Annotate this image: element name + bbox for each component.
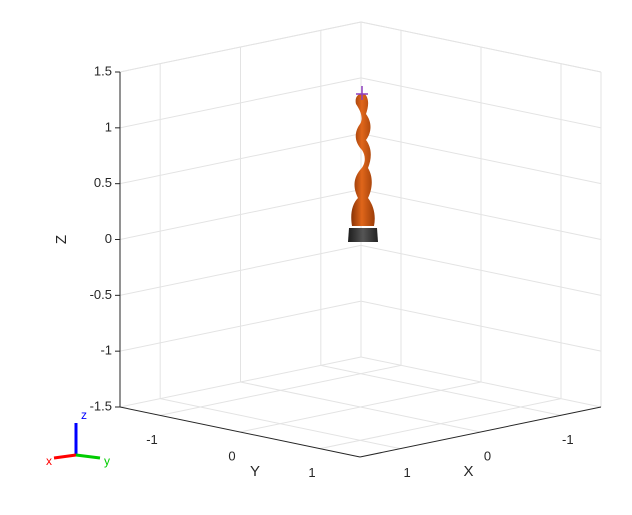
grid-line [360,21,602,73]
grid: -1.5 -1 -0.5 0 0.5 1 1.5 -1 0 1 -1 0 1 Y X Z [53,21,602,480]
triad-y [75,453,101,460]
triad-y-label: y [104,454,110,468]
triad-z-label: z [81,408,87,422]
x-tick-label: -1 [562,432,574,447]
robot-base [348,228,378,242]
x-tick-label: 1 [404,465,411,480]
y-tick-label: 1 [308,465,315,480]
robot-arm [351,93,375,227]
x-axis [359,406,602,458]
z-axis-label: Z [53,235,70,244]
z-tick-label: 0.5 [94,175,112,190]
grid-line [239,381,482,433]
y-axis [119,406,361,458]
triad: z x y [46,408,110,468]
triad-x [53,453,77,460]
z-tick-label: 1 [105,119,112,134]
robot [348,86,378,242]
grid-line [119,21,362,73]
grid-line [319,398,562,450]
triad-x-label: x [46,454,52,468]
z-tick-label: -1.5 [90,398,112,413]
grid-line [159,364,402,416]
y-tick-label: 0 [228,448,235,463]
z-tick-label: -1 [100,343,112,358]
x-tick-label: 0 [484,448,491,463]
y-axis-label: Y [250,463,260,480]
z-tick-label: -0.5 [90,287,112,302]
z-tick-label: 0 [105,231,112,246]
x-axis-label: X [463,463,473,480]
y-tick-label: -1 [146,432,158,447]
z-tick-label: 1.5 [94,63,112,78]
